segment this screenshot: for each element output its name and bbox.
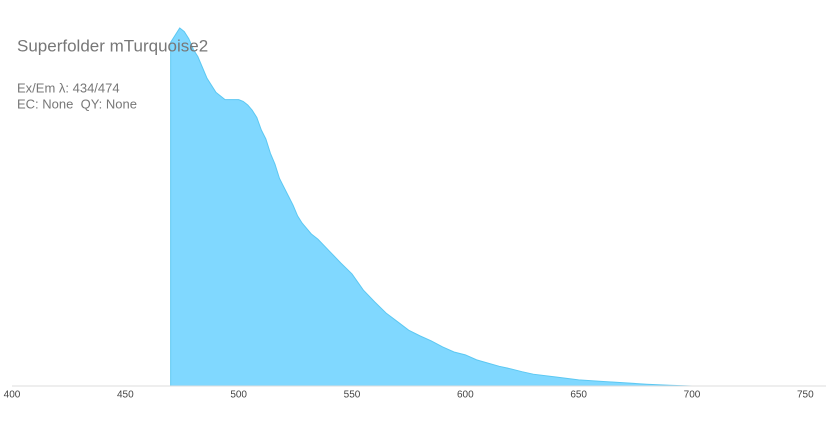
- x-tick-label: 700: [684, 390, 701, 401]
- x-tick-label: 450: [117, 390, 134, 401]
- x-tick-label: 400: [4, 390, 21, 401]
- annotation: Ex/Em λ: 434/474: [17, 80, 120, 95]
- x-tick-label: 500: [230, 390, 247, 401]
- x-tick-label: 750: [797, 390, 814, 401]
- spectrum-area: [170, 27, 693, 387]
- annotation: EC: None QY: None: [17, 96, 137, 111]
- x-tick-label: 550: [344, 390, 361, 401]
- chart-title: Superfolder mTurquoise2: [17, 36, 208, 55]
- x-tick-label: 650: [570, 390, 587, 401]
- x-tick-label: 600: [457, 390, 474, 401]
